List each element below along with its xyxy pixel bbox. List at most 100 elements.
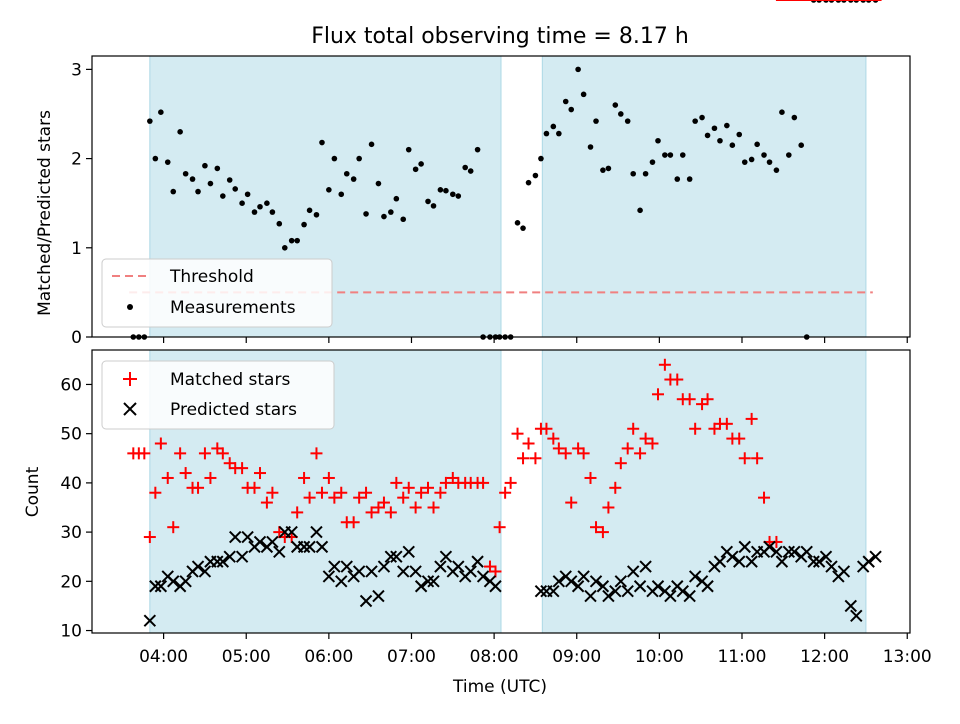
measurement-point bbox=[761, 152, 767, 158]
matched-star-point bbox=[701, 393, 714, 406]
predicted-star-point bbox=[819, 550, 833, 563]
predicted-star-point bbox=[303, 540, 316, 554]
matched-star-point bbox=[260, 496, 273, 509]
matched-star-point bbox=[161, 471, 174, 484]
measurement-point bbox=[520, 225, 526, 231]
measurement-point bbox=[711, 125, 718, 132]
matched-star-point bbox=[138, 447, 151, 460]
predicted-star-point bbox=[216, 555, 230, 568]
predicted-star-point bbox=[266, 535, 279, 549]
ratio-legend-box bbox=[101, 258, 333, 328]
predicted-star-point bbox=[862, 555, 875, 568]
predicted-star-point bbox=[310, 525, 323, 539]
matched-star-point bbox=[254, 467, 267, 480]
predicted-star-point bbox=[609, 584, 622, 598]
matched-star-point bbox=[365, 506, 378, 519]
predicted-star-point bbox=[340, 560, 353, 573]
predicted-star-point bbox=[421, 575, 435, 588]
measurement-point bbox=[158, 109, 164, 115]
measurement-point bbox=[543, 130, 550, 137]
matched-star-point bbox=[434, 486, 447, 499]
matched-star-point bbox=[377, 496, 390, 509]
x-tick-label: 04:00 bbox=[139, 647, 188, 667]
ratio-x-axis bbox=[163, 337, 908, 343]
predicted-star-point bbox=[726, 550, 739, 563]
matched-star-point bbox=[609, 481, 622, 494]
measurement-point bbox=[630, 170, 637, 177]
predicted-star-point bbox=[837, 565, 851, 578]
measurement-point bbox=[257, 203, 263, 210]
matched-star-point bbox=[504, 476, 517, 489]
measurement-point bbox=[642, 170, 649, 177]
matched-star-point bbox=[651, 388, 664, 401]
predicted-star-point bbox=[352, 565, 366, 578]
measurement-point bbox=[605, 165, 612, 172]
ratio-panel-frame bbox=[91, 55, 911, 338]
measurement-point bbox=[462, 164, 468, 171]
matched-star-point bbox=[602, 501, 615, 514]
predicted-star-point bbox=[688, 570, 702, 583]
x-tick-label: 08:00 bbox=[470, 647, 519, 667]
predicted-star-point bbox=[869, 550, 882, 563]
ratio-y-axis-label: Matched/Predicted stars bbox=[35, 110, 55, 316]
matched-legend-label: Matched stars bbox=[170, 370, 290, 390]
count-y-axis-label: Count bbox=[23, 466, 43, 517]
count-legend-box bbox=[101, 360, 335, 430]
measurement-point bbox=[437, 187, 444, 193]
matched-star-point bbox=[167, 521, 180, 534]
measurement-point bbox=[326, 187, 332, 193]
predicted-star-point bbox=[633, 580, 647, 593]
threshold-legend-label: Threshold bbox=[169, 267, 254, 287]
measurement-point bbox=[170, 188, 177, 195]
predicted-star-point bbox=[547, 584, 560, 598]
y-tick-label: 30 bbox=[60, 523, 82, 543]
measurement-point bbox=[612, 102, 619, 108]
measurement-point bbox=[388, 209, 394, 215]
predicted-star-point bbox=[621, 584, 634, 598]
predicted-star-point bbox=[738, 540, 751, 554]
predicted-star-point bbox=[191, 560, 205, 573]
y-tick-label: 60 bbox=[60, 375, 82, 395]
matched-star-point bbox=[236, 462, 249, 475]
predicted-star-point bbox=[713, 555, 727, 568]
measurement-point bbox=[375, 180, 382, 187]
predicted-star-point bbox=[384, 550, 398, 563]
measurement-point bbox=[189, 176, 196, 182]
predicted-star-point bbox=[676, 584, 689, 598]
matched-star-point bbox=[328, 491, 341, 504]
predicted-star-point bbox=[179, 575, 192, 588]
matched-star-point bbox=[565, 496, 578, 509]
matched-star-point bbox=[154, 437, 167, 450]
matched-star-point bbox=[745, 412, 758, 425]
y-tick-label: 0 bbox=[71, 328, 82, 348]
measurement-point bbox=[580, 91, 587, 98]
predicted-star-point bbox=[377, 560, 391, 573]
predicted-star-point bbox=[733, 555, 746, 568]
predicted-star-point bbox=[489, 580, 502, 593]
x-tick-label: 07:00 bbox=[387, 647, 436, 667]
matched-star-point bbox=[216, 447, 229, 460]
matched-stars-series bbox=[127, 0, 882, 578]
measurement-point bbox=[600, 167, 606, 173]
measurement-point bbox=[729, 142, 736, 149]
matched-star-point bbox=[149, 486, 162, 499]
matched-star-point bbox=[415, 486, 428, 499]
x-tick-label: 06:00 bbox=[304, 647, 353, 667]
matched-star-point bbox=[427, 501, 440, 514]
measurement-point bbox=[182, 170, 189, 177]
measurement-point bbox=[164, 159, 171, 165]
matched-star-point bbox=[733, 432, 746, 445]
measurement-point bbox=[418, 161, 424, 167]
measurement-point bbox=[741, 159, 748, 165]
predicted-legend-label: Predicted stars bbox=[170, 400, 297, 420]
measurement-point bbox=[368, 141, 375, 148]
measurement-point bbox=[662, 152, 668, 158]
measurement-point bbox=[649, 159, 656, 165]
measurement-point bbox=[562, 98, 569, 105]
matched-star-point bbox=[397, 491, 410, 504]
matched-star-point bbox=[390, 476, 403, 489]
matched-star-point bbox=[303, 491, 316, 504]
matched-star-point bbox=[384, 506, 397, 519]
predicted-star-point bbox=[807, 555, 820, 568]
matched-star-point bbox=[547, 432, 560, 445]
